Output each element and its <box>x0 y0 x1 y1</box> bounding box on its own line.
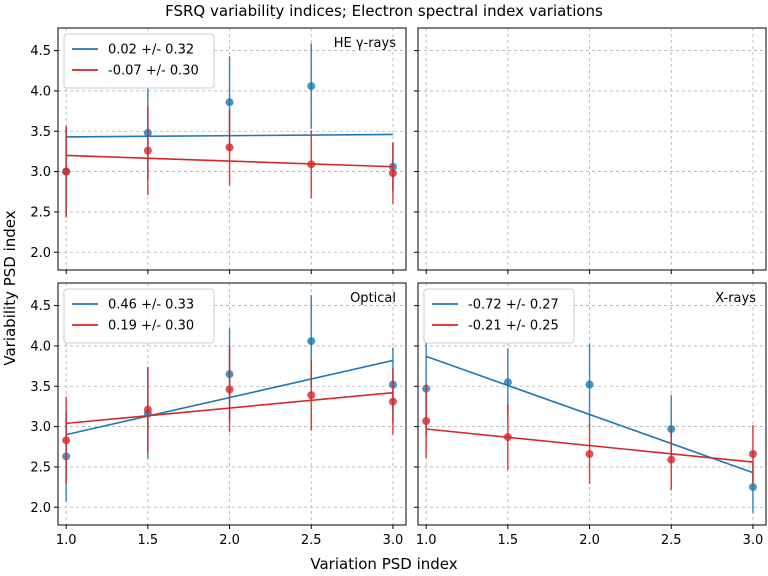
legend-label: 0.19 +/- 0.30 <box>108 319 194 334</box>
x-tick-label: 3.0 <box>383 533 404 548</box>
y-tick-label: 3.0 <box>30 420 51 435</box>
y-tick-label: 3.0 <box>30 165 51 180</box>
axes-frame <box>417 282 767 526</box>
data-point <box>748 450 757 459</box>
axes-frame <box>57 27 407 271</box>
x-tick-label: 1.0 <box>416 533 437 548</box>
y-tick-label: 4.5 <box>30 299 51 314</box>
y-tick-label: 2.0 <box>30 246 51 261</box>
y-axis-title: Variability PSD index <box>1 210 19 365</box>
panel-label: X-rays <box>715 291 756 306</box>
data-point <box>667 455 676 464</box>
series-1 <box>62 346 397 484</box>
y-tick-label: 2.5 <box>30 205 51 220</box>
data-point <box>143 146 152 155</box>
series-1 <box>422 383 757 491</box>
panel-label: Optical <box>350 291 396 306</box>
legend-frame <box>63 33 215 89</box>
legend: 0.02 +/- 0.32 -0.07 +/- 0.30 <box>63 33 215 89</box>
fit-line <box>66 391 394 425</box>
data-point <box>388 169 397 178</box>
figure-title: FSRQ variability indices; Electron spect… <box>165 2 603 20</box>
data-point <box>62 436 71 445</box>
y-tick-label: 3.5 <box>30 125 51 140</box>
data-point <box>422 416 431 425</box>
data-point <box>225 385 234 394</box>
legend-label: -0.72 +/- 0.27 <box>468 298 559 313</box>
x-tick-label: 1.0 <box>56 533 77 548</box>
legend-label: 0.46 +/- 0.33 <box>108 298 194 313</box>
legend-label: 0.02 +/- 0.32 <box>108 43 194 58</box>
legend-label: -0.07 +/- 0.30 <box>108 64 199 79</box>
fit-line <box>426 428 754 463</box>
legend: -0.72 +/- 0.27 -0.21 +/- 0.25 <box>423 288 575 344</box>
legend-label: -0.21 +/- 0.25 <box>468 319 559 334</box>
y-tick-label: 2.0 <box>30 501 51 516</box>
y-tick-label: 4.5 <box>30 44 51 59</box>
data-point <box>62 167 71 176</box>
axes-frame <box>57 282 407 526</box>
series-1 <box>62 106 397 218</box>
data-point <box>143 405 152 414</box>
data-point <box>748 483 757 492</box>
y-tick-label: 2.5 <box>30 460 51 475</box>
panels: 2.0 2.5 3.0 3.5 4.0 4.5 0.02 +/- 0.32 -0.07 +/-… <box>30 27 767 548</box>
x-axis-title: Variation PSD index <box>310 555 457 573</box>
y-tick-label: 4.0 <box>30 339 51 354</box>
axes-frame <box>417 27 767 271</box>
panel-bottom-left: 1.0 1.5 2.0 2.5 3.0 2.0 2.5 3.0 3.5 4.0 4.5 0.46 +/… <box>30 282 407 548</box>
data-point <box>225 98 234 107</box>
panel-label: HE γ-rays <box>334 36 397 51</box>
legend-frame <box>423 288 575 344</box>
data-point <box>225 143 234 152</box>
x-tick-label: 2.0 <box>579 533 600 548</box>
data-point <box>307 391 316 400</box>
fit-line <box>425 355 754 474</box>
panel-top-left: 2.0 2.5 3.0 3.5 4.0 4.5 0.02 +/- 0.32 -0.07 +/-… <box>30 27 407 274</box>
panel-bottom-right: 1.0 1.5 2.0 2.5 3.0 -0.72 +/- 0.27 -0.21 +/- 0… <box>414 282 767 548</box>
data-point <box>388 397 397 406</box>
x-tick-label: 1.5 <box>498 533 519 548</box>
x-tick-label: 1.5 <box>138 533 159 548</box>
x-tick-label: 2.5 <box>301 533 322 548</box>
x-tick-label: 2.0 <box>219 533 240 548</box>
data-point <box>585 380 594 389</box>
fit-line <box>66 154 393 168</box>
legend-frame <box>63 288 215 344</box>
data-point <box>307 82 316 91</box>
x-tick-label: 3.0 <box>743 533 764 548</box>
y-tick-label: 4.0 <box>30 84 51 99</box>
x-tick-label: 2.5 <box>661 533 682 548</box>
series-0 <box>422 341 757 513</box>
panel-top-right <box>414 27 767 274</box>
data-point <box>307 337 316 346</box>
legend: 0.46 +/- 0.33 0.19 +/- 0.30 <box>63 288 215 344</box>
data-point <box>585 450 594 459</box>
y-tick-label: 3.5 <box>30 380 51 395</box>
